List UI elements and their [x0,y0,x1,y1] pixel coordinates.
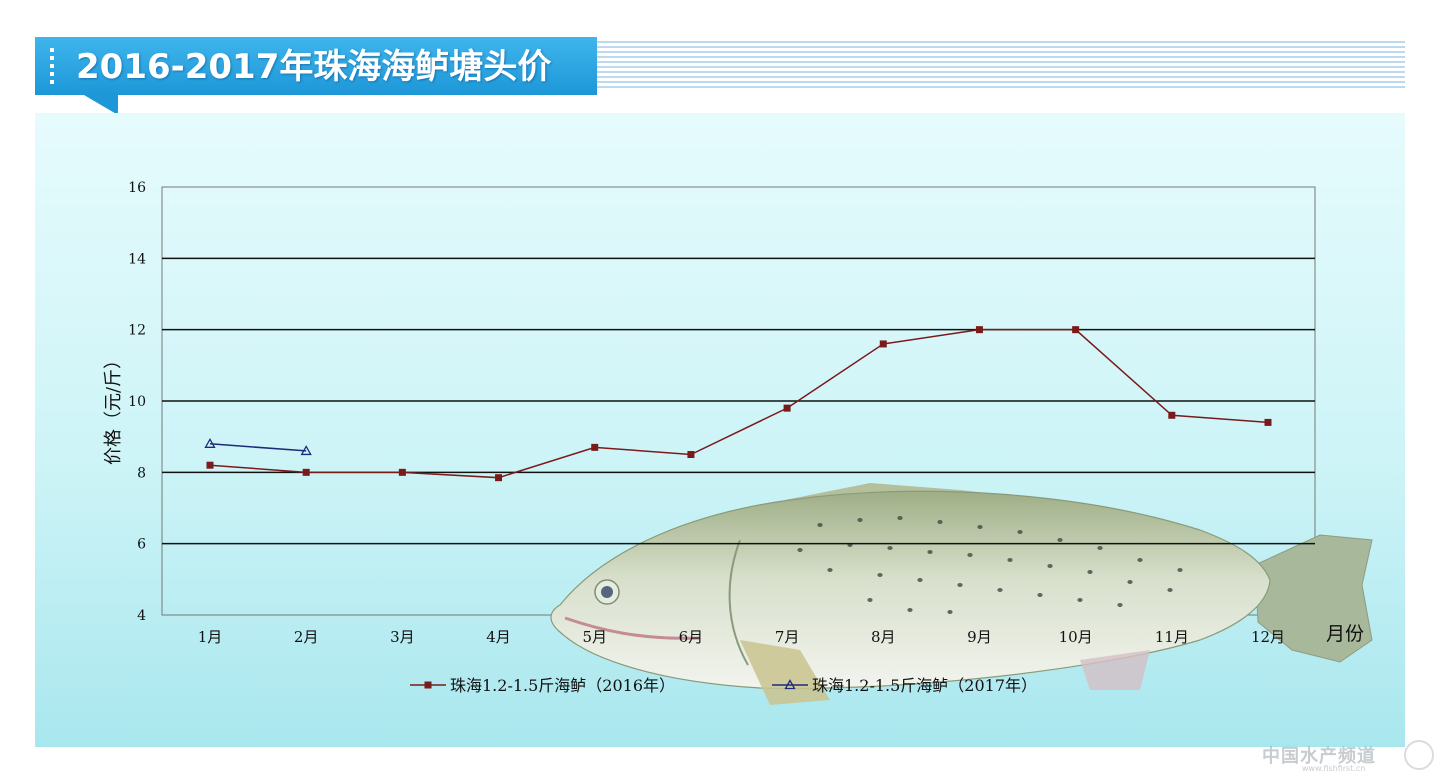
fish-spot [907,608,913,612]
fish-mouth [564,616,701,640]
x-tick-label: 8月 [871,628,896,646]
fish-spot [927,550,933,554]
y-tick-label: 12 [128,323,146,339]
fish-spot [1097,546,1103,550]
watermark-url: www.fishfirst.cn [1302,764,1366,773]
legend-marker-1 [424,681,432,689]
data-point-2 [300,445,312,456]
fish-spot [1057,538,1063,542]
x-tick-label: 3月 [390,628,415,646]
fish-spot [1037,593,1043,597]
fish-spot [877,573,883,577]
fish-pupil [601,586,613,598]
x-tick-label: 10月 [1059,628,1093,646]
fish-spot [937,520,943,524]
fish-spot [967,553,973,557]
gridlines [162,257,1315,545]
fish-gill-line [728,539,749,666]
x-axis-label: 月份 [1326,623,1364,645]
fish-spot [897,516,903,520]
fish-spot [797,548,803,552]
fish-pectoral-fin [740,640,830,705]
header-stripes [597,41,1405,89]
data-point-1 [398,468,406,476]
x-tick-label: 6月 [679,628,704,646]
fish-spot [1117,603,1123,607]
fish-illustration [550,483,1373,705]
x-tick-labels: 1月 2月 3月 4月 5月 6月 7月 8月 9月 10月 11月 12月 [198,628,1285,646]
fish-body [550,490,1271,690]
fish-spot [1137,558,1143,562]
data-point-1 [975,326,983,334]
x-tick-label: 5月 [582,628,607,646]
legend-label-2: 珠海1.2-1.5斤海鲈（2017年） [812,676,1037,695]
title-banner-dots [50,48,54,86]
fish-spot [947,610,953,614]
fish-spot [1087,570,1093,574]
fish-spot [817,523,823,527]
fish-spot [977,525,983,529]
series-line-2 [209,443,307,452]
y-tick-label: 6 [137,537,146,553]
fish-spot [1127,580,1133,584]
watermark-text: 中国水产频道 [1262,746,1376,767]
data-point-1 [1168,411,1176,419]
series-line-1 [209,328,1269,479]
y-tick-labels: 4 6 8 10 12 14 16 [128,180,146,624]
legend-marker-2 [784,679,796,690]
data-point-2 [204,437,216,448]
series-lines [204,326,1272,482]
data-point-1 [687,451,695,458]
title-banner-tail [84,95,118,115]
y-tick-label: 14 [128,251,146,267]
watermark: 中国水产频道 www.fishfirst.cn [1262,740,1437,776]
fish-spot [1047,564,1053,568]
fish-spot [957,583,963,587]
fish-spot [857,518,863,522]
data-point-1 [591,443,599,451]
x-tick-label: 1月 [198,628,223,646]
fish-spot [867,598,873,602]
fish-spot [887,546,893,550]
y-tick-label: 10 [128,394,146,410]
x-tick-label: 2月 [294,628,319,646]
x-tick-label: 11月 [1155,628,1189,646]
data-point-1 [783,404,791,412]
y-tick-label: 4 [137,608,146,624]
fish-spot [1007,558,1013,562]
globe-icon [1404,740,1434,770]
y-axis-label: 价格（元/斤） [103,351,124,465]
x-tick-label: 12月 [1251,628,1285,646]
data-point-1 [495,474,503,482]
fish-spot [827,568,833,572]
x-tick-label: 9月 [967,628,992,646]
fish-spot [1167,588,1173,592]
y-tick-label: 16 [128,180,146,196]
fish-spot [1177,568,1183,572]
data-point-1 [1072,326,1080,334]
legend-label-1: 珠海1.2-1.5斤海鲈（2016年） [450,676,675,695]
data-point-1 [1264,418,1272,426]
data-point-1 [879,340,887,348]
fish-spot [917,578,923,582]
data-point-1 [206,461,214,469]
legend: 珠海1.2-1.5斤海鲈（2016年） 珠海1.2-1.5斤海鲈（2017年） [410,676,1037,695]
x-tick-label: 7月 [775,628,800,646]
fish-spot [1017,530,1023,534]
title-banner [35,37,597,95]
fish-spot [997,588,1003,592]
fish-anal-fin [1080,650,1150,690]
data-point-1 [302,468,310,476]
y-tick-label: 8 [137,465,146,481]
fish-tail [1254,534,1373,663]
fish-spot [1077,598,1083,602]
x-tick-label: 4月 [486,628,511,646]
page-title: 2016-2017年珠海海鲈塘头价 [76,47,552,87]
